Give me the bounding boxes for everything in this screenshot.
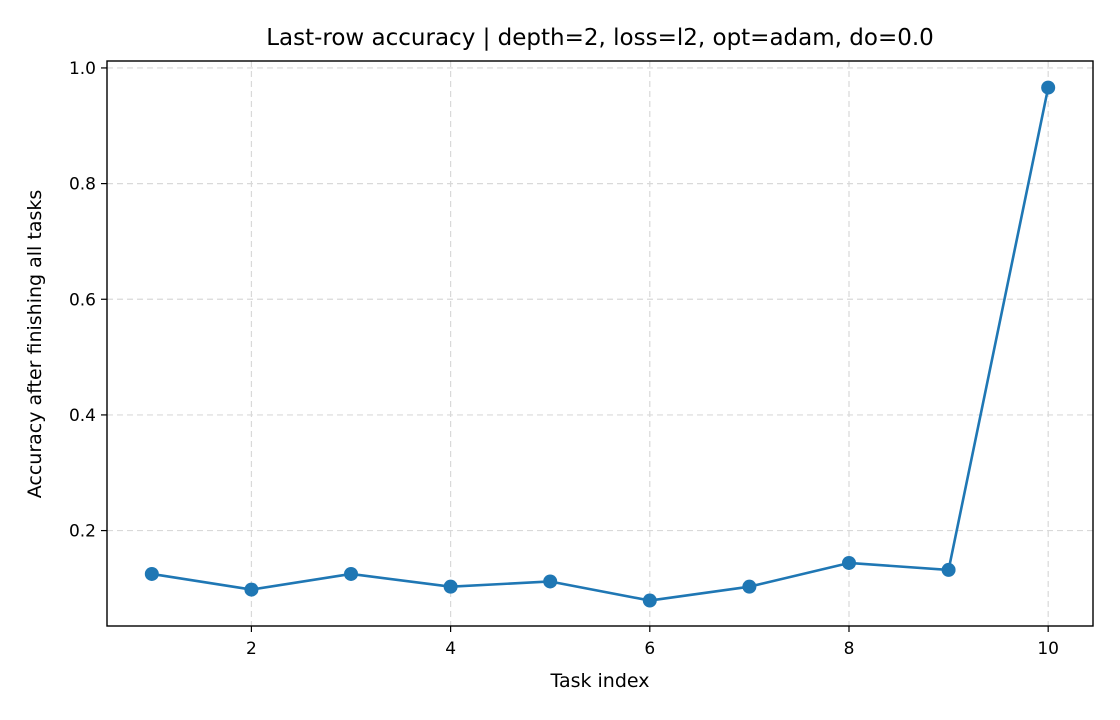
data-point bbox=[841, 555, 856, 570]
data-point bbox=[244, 582, 259, 597]
y-tick-label: 0.4 bbox=[69, 406, 96, 426]
data-point bbox=[742, 579, 757, 594]
x-tick-label: 6 bbox=[644, 639, 655, 659]
y-tick-label: 0.6 bbox=[69, 290, 96, 310]
y-tick-label: 0.2 bbox=[69, 522, 96, 542]
chart-title: Last-row accuracy | depth=2, loss=l2, op… bbox=[266, 25, 934, 51]
data-point bbox=[443, 579, 458, 594]
x-axis-label: Task index bbox=[549, 670, 649, 692]
x-tick-label: 8 bbox=[844, 639, 855, 659]
data-point bbox=[344, 566, 359, 581]
series-layer bbox=[144, 80, 1056, 608]
y-tick-label: 1.0 bbox=[69, 59, 96, 79]
plot-frame bbox=[106, 60, 1094, 627]
x-tick-label: 4 bbox=[445, 639, 456, 659]
series-line bbox=[150, 86, 1050, 602]
data-point bbox=[144, 566, 159, 581]
tick-layer: 2 4 6 8 10 0.2 0.4 0.6 0.8 1.0 bbox=[69, 59, 1059, 659]
data-point bbox=[941, 562, 956, 577]
grid-layer bbox=[107, 61, 1093, 626]
x-tick-label: 10 bbox=[1037, 639, 1059, 659]
y-axis-label: Accuracy after finishing all tasks bbox=[24, 190, 46, 499]
data-point bbox=[642, 593, 657, 608]
data-point bbox=[543, 574, 558, 589]
data-point bbox=[1041, 80, 1056, 95]
x-tick-label: 2 bbox=[246, 639, 257, 659]
y-tick-label: 0.8 bbox=[69, 175, 96, 195]
